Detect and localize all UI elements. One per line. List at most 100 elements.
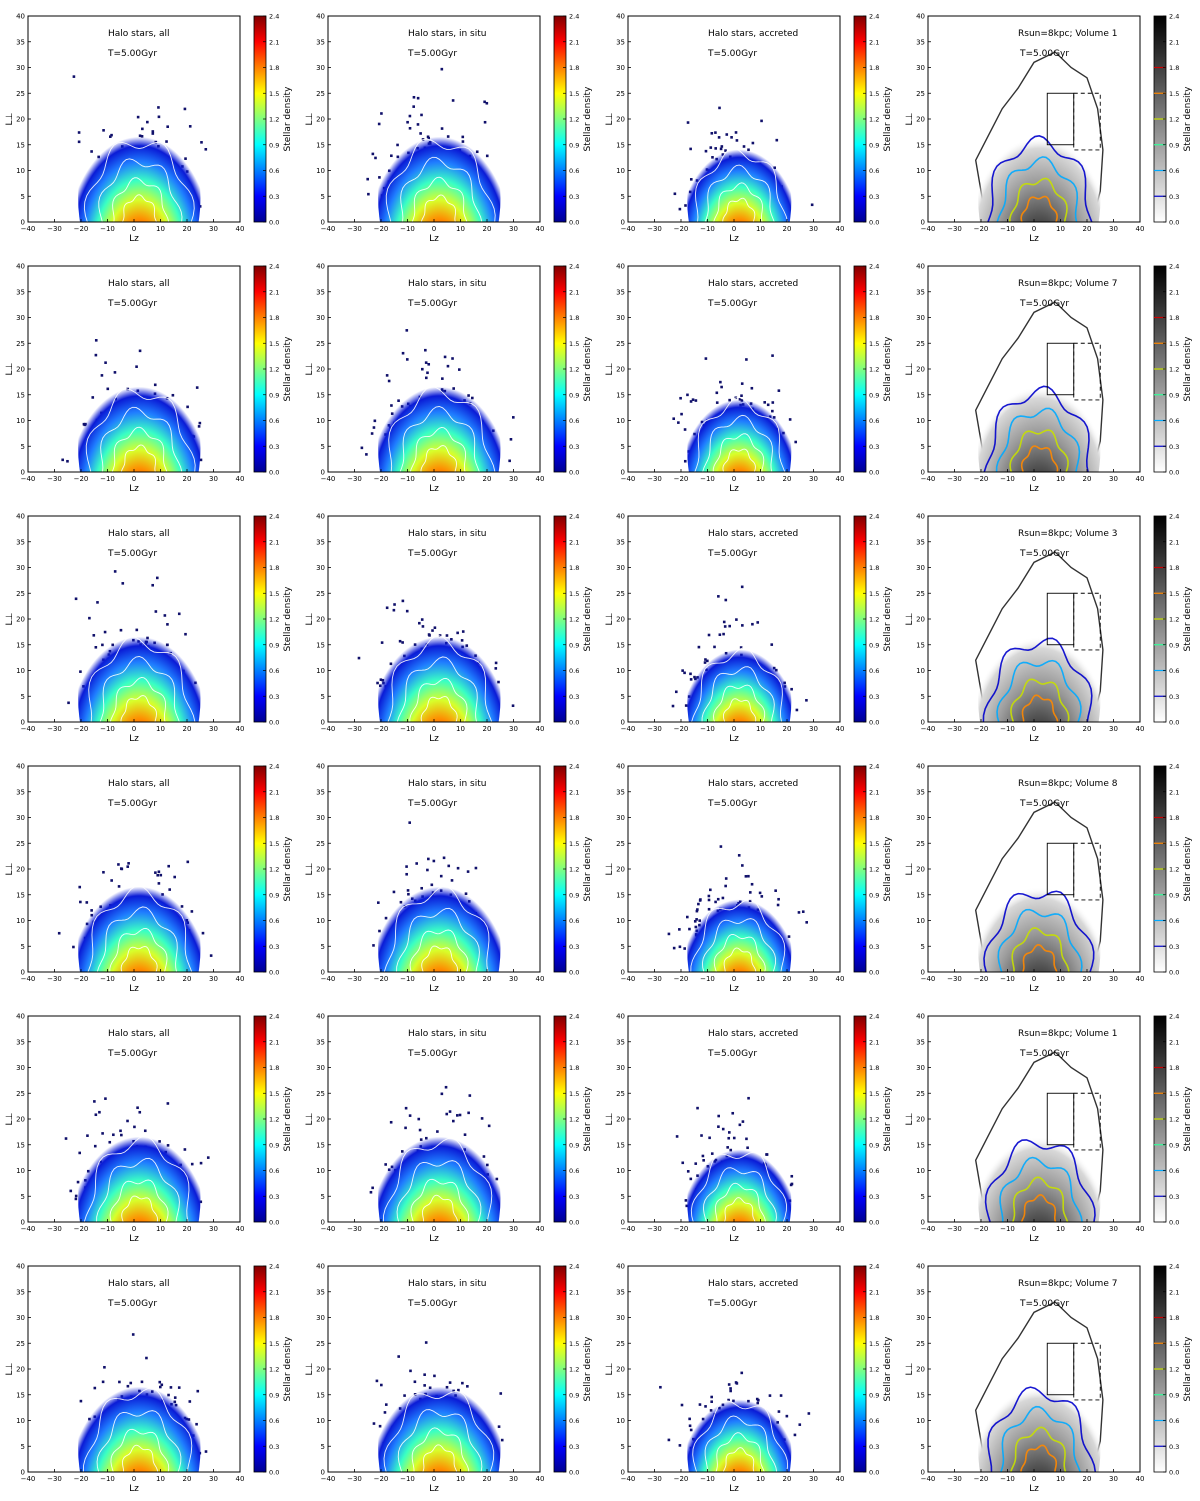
panel-title: Halo stars, in situ	[408, 1279, 486, 1289]
colorbar-tick-label: 0.0	[269, 719, 279, 727]
colorbar-tick-label: 1.2	[869, 116, 879, 124]
colorbar-tick-label: 2.4	[1169, 513, 1179, 521]
colorbar-tick-label: 1.2	[869, 1366, 879, 1374]
y-tick-label: 30	[916, 564, 925, 572]
colorbar-tick-label: 2.4	[269, 263, 279, 271]
star-point	[392, 608, 396, 612]
x-tick-label: −10	[700, 1225, 715, 1233]
colorbar-tick-label: 1.8	[1169, 1314, 1179, 1322]
colorbar-tick-label: 2.1	[569, 38, 579, 46]
colorbar-tick-label: 1.8	[869, 314, 879, 322]
y-tick-label: 20	[16, 866, 25, 874]
x-tick-label: −40	[621, 225, 636, 233]
y-tick-label: 30	[616, 1314, 625, 1322]
y-tick-label: 30	[916, 64, 925, 72]
y-tick-label: 15	[616, 141, 625, 149]
x-tick-label: 20	[483, 475, 492, 483]
colorbar-tick-label: 2.1	[569, 288, 579, 296]
y-tick-label: 20	[916, 1116, 925, 1124]
x-tick-label: −10	[400, 475, 415, 483]
x-tick-label: −30	[647, 475, 662, 483]
star-point	[508, 459, 511, 463]
star-point	[659, 1385, 662, 1389]
colorbar-tick-label: 1.8	[569, 64, 579, 72]
y-tick-label: 5	[621, 193, 625, 201]
x-tick-label: 40	[1136, 225, 1145, 233]
colorbar-tick-label: 1.2	[269, 366, 279, 374]
x-tick-label: −20	[74, 1475, 89, 1483]
star-point	[707, 633, 711, 637]
x-tick-label: −40	[21, 225, 36, 233]
colorbar-tick-label: 2.1	[869, 1288, 879, 1296]
time-label: T=5.00Gyr	[1019, 1049, 1069, 1059]
star-point	[372, 1422, 376, 1425]
y-tick-label: 30	[316, 1064, 325, 1072]
y-tick-label: 5	[21, 693, 25, 701]
colorbar-tick-label: 0.9	[869, 1391, 879, 1399]
colorbar-tick-label: 1.2	[569, 866, 579, 874]
y-tick-label: 35	[616, 538, 625, 546]
density-contour	[995, 407, 1081, 472]
panel-title: Halo stars, accreted	[708, 1279, 798, 1289]
density-map	[974, 801, 1104, 972]
x-tick-label: 40	[536, 475, 545, 483]
y-tick-label: 5	[621, 943, 625, 951]
x-tick-label: −10	[1000, 725, 1015, 733]
y-tick-label: 30	[616, 1064, 625, 1072]
colorbar-tick-label: 2.1	[1169, 538, 1179, 546]
colorbar-tick-label: 0.3	[269, 193, 279, 201]
x-tick-label: 0	[132, 975, 136, 983]
x-tick-label: 30	[1109, 1475, 1118, 1483]
density-contour	[714, 1182, 766, 1222]
y-tick-label: 20	[616, 1116, 625, 1124]
star-point	[684, 704, 688, 707]
x-tick-label: 30	[1109, 1225, 1118, 1233]
star-point	[79, 1399, 83, 1403]
colorbar-tick-label: 1.2	[569, 116, 579, 124]
density-map	[659, 1370, 811, 1472]
panel-title: Halo stars, all	[108, 1279, 170, 1289]
x-tick-label: 10	[156, 1225, 165, 1233]
colorbar-label: Stellar density	[583, 586, 593, 652]
y-tick-label: 5	[21, 1193, 25, 1201]
panel-r3-c3: −40 −30 −20 −10 0 10 20 30 40 0 5 10 15 20 25 30 35 40 Lz L…	[605, 513, 893, 745]
x-tick-label: −40	[921, 975, 936, 983]
density-blob	[78, 602, 201, 722]
star-point	[777, 389, 781, 392]
star-point	[67, 701, 70, 705]
y-tick-label: 40	[16, 763, 25, 771]
colorbar-tick-label: 0.0	[269, 1469, 279, 1477]
colorbar-tick-label: 0.0	[1169, 469, 1179, 477]
colorbar-tick-label: 1.2	[1169, 366, 1179, 374]
y-tick-label: 35	[916, 538, 925, 546]
density-contour	[1020, 195, 1058, 222]
density-contour	[121, 1195, 159, 1222]
colorbar-tick-label: 0.9	[1169, 641, 1179, 649]
colorbar-tick-label: 1.8	[569, 1064, 579, 1072]
density-contour	[982, 637, 1093, 722]
star-point	[79, 900, 82, 904]
x-tick-label: −40	[921, 1225, 936, 1233]
y-tick-label: 0	[321, 219, 325, 227]
x-tick-label: 40	[236, 1475, 245, 1483]
density-map	[974, 51, 1104, 222]
x-tick-label: 20	[783, 225, 792, 233]
x-axis-label: Lz	[129, 1484, 139, 1494]
y-tick-label: 25	[916, 590, 925, 598]
density-contour	[83, 142, 195, 222]
panel-r3-c4: −40 −30 −20 −10 0 10 20 30 40 0 5 10 15 20 25 30 35 40 Lz L…	[905, 513, 1193, 745]
star-point	[104, 361, 107, 364]
density-blob	[378, 602, 501, 722]
colorbar-tick-label: 0.6	[569, 417, 579, 425]
y-tick-label: 15	[616, 1141, 625, 1149]
y-tick-label: 40	[16, 513, 25, 521]
y-tick-label: 0	[21, 219, 25, 227]
star-point	[440, 1092, 444, 1096]
y-tick-label: 20	[616, 866, 625, 874]
star-point	[78, 1151, 82, 1155]
time-label: T=5.00Gyr	[1019, 299, 1069, 309]
colorbar-tick-label: 0.0	[569, 1469, 579, 1477]
density-contour	[122, 194, 157, 222]
panel-r4-c4: −40 −30 −20 −10 0 10 20 30 40 0 5 10 15 20 25 30 35 40 Lz L…	[905, 763, 1193, 995]
y-axis-label: L⊥	[905, 1362, 915, 1375]
